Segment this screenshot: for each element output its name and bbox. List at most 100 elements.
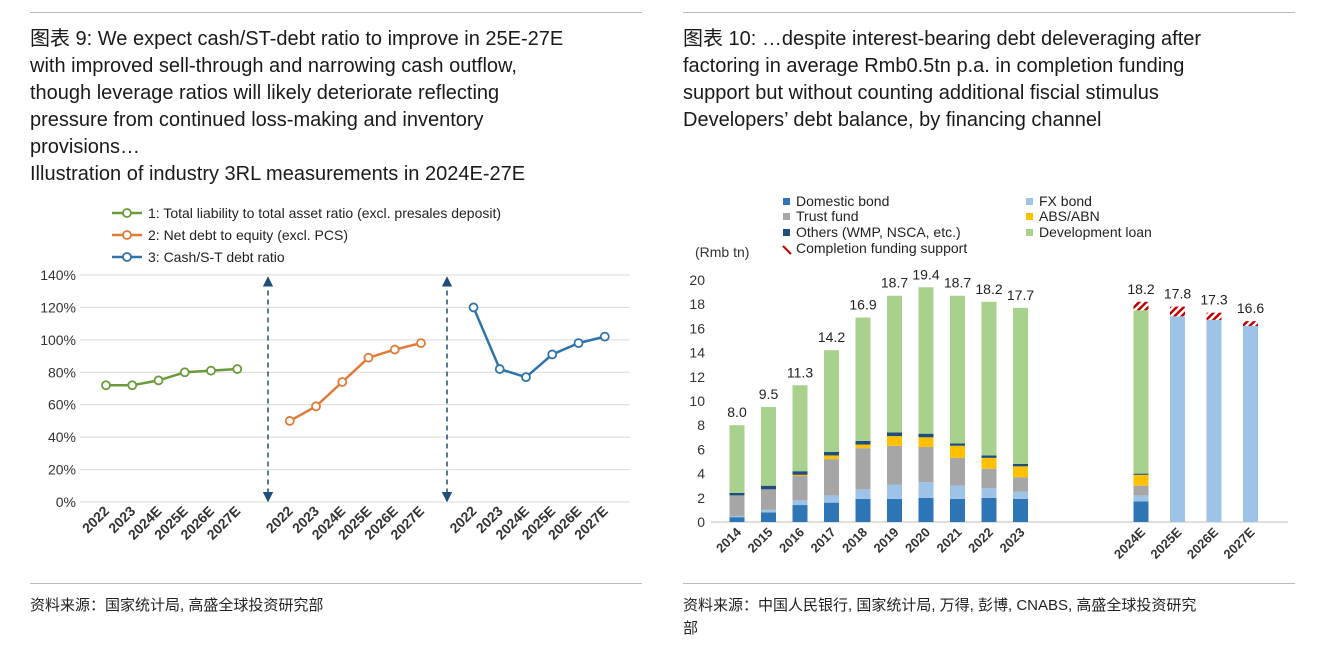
bar-segment bbox=[1243, 321, 1258, 326]
caption-line: factoring in average Rmb0.5tn p.a. in co… bbox=[683, 55, 1185, 77]
source-line: 资料来源：中国人民银行, 国家统计局, 万得, 彭博, CNABS, 高盛全球投… bbox=[683, 597, 1197, 614]
legend-label: Completion funding support bbox=[796, 240, 967, 256]
bar-segment bbox=[1013, 477, 1028, 492]
total-label: 8.0 bbox=[727, 404, 747, 420]
data-point bbox=[389, 344, 400, 355]
bar-segment bbox=[761, 489, 776, 510]
total-label: 18.2 bbox=[1127, 281, 1154, 297]
bar-segment bbox=[918, 437, 934, 447]
x-tick-label: 2017 bbox=[808, 525, 839, 556]
data-point bbox=[311, 401, 321, 412]
bar-segment bbox=[855, 317, 871, 441]
y-tick-label: 8 bbox=[697, 417, 705, 433]
bar-segment bbox=[824, 502, 839, 522]
total-label: 17.3 bbox=[1200, 292, 1227, 308]
total-label: 17.7 bbox=[1007, 287, 1034, 303]
bar-segment bbox=[1013, 463, 1028, 467]
x-tick-label: 2015 bbox=[745, 525, 776, 556]
y-tick-label: 140% bbox=[40, 267, 76, 283]
data-point bbox=[127, 380, 138, 391]
legend-label: 3: Cash/S-T debt ratio bbox=[148, 249, 285, 265]
bar-segment bbox=[792, 474, 808, 477]
bar-segment bbox=[792, 505, 808, 522]
series-line bbox=[289, 341, 422, 423]
total-label: 19.4 bbox=[912, 266, 939, 282]
legend-label: 1: Total liability to total asset ratio … bbox=[148, 205, 501, 221]
caption-line: support but without counting additional … bbox=[683, 82, 1159, 104]
bar-segment bbox=[792, 500, 808, 506]
total-label: 16.6 bbox=[1237, 300, 1264, 316]
bottom-rule bbox=[30, 583, 642, 584]
data-point bbox=[101, 380, 111, 391]
data-point bbox=[547, 349, 558, 360]
legend-swatch-marker bbox=[122, 208, 132, 218]
bar-segment bbox=[887, 295, 902, 433]
legend-swatch bbox=[1026, 229, 1033, 236]
legend-label: Others (WMP, NSCA, etc.) bbox=[796, 224, 961, 240]
series-line bbox=[472, 306, 606, 379]
x-tick-label: 2022 bbox=[79, 503, 112, 536]
total-label: 18.7 bbox=[881, 275, 908, 291]
caption-line: with improved sell-through and narrowing… bbox=[30, 55, 517, 77]
bar-segment bbox=[918, 433, 934, 438]
y-tick-label: 2 bbox=[697, 490, 705, 506]
x-tick-label: 2018 bbox=[839, 525, 870, 556]
stacked-bar-chart: 0 2 4 6 8 10 12 14 16 18 20 (Rmb tn) 8.0 2014 9.5 2015 1… bbox=[689, 193, 1288, 562]
bar-segment bbox=[1243, 325, 1258, 522]
bar-segment bbox=[1133, 301, 1149, 311]
total-label: 14.2 bbox=[818, 329, 845, 345]
bar-segment bbox=[729, 492, 745, 496]
bar-segment bbox=[729, 425, 745, 493]
bar-segment bbox=[887, 436, 902, 446]
bar-segment bbox=[981, 457, 997, 469]
series-line bbox=[106, 367, 238, 387]
legend-label: ABS/ABN bbox=[1039, 208, 1100, 224]
bar-segment bbox=[824, 495, 839, 503]
bar-segment bbox=[1133, 495, 1149, 502]
bar-segment bbox=[981, 301, 997, 456]
x-tick-label: 2022 bbox=[263, 503, 296, 536]
caption-line: 图表 9: We expect cash/ST-debt ratio to im… bbox=[30, 28, 564, 50]
left-caption: 图表 9: We expect cash/ST-debt ratio to im… bbox=[30, 26, 642, 188]
data-point bbox=[179, 367, 190, 378]
y-tick-label: 10 bbox=[689, 393, 705, 409]
bar-segment bbox=[950, 445, 965, 458]
bar-segment bbox=[887, 432, 902, 437]
total-label: 11.3 bbox=[787, 364, 813, 380]
x-tick-label: 2014 bbox=[713, 524, 745, 556]
bar-segment bbox=[792, 385, 808, 472]
top-rule bbox=[30, 12, 642, 13]
y-tick-label: 12 bbox=[689, 369, 705, 385]
x-tick-label: 2027E bbox=[1220, 524, 1257, 561]
bar-segment bbox=[918, 446, 934, 483]
y-tick-label: 60% bbox=[48, 397, 76, 413]
bar-segment bbox=[855, 444, 871, 449]
top-rule bbox=[683, 12, 1295, 13]
y-tick-label: 100% bbox=[40, 332, 76, 348]
legend-label: Domestic bond bbox=[796, 193, 889, 209]
data-point bbox=[521, 372, 531, 383]
y-tick-label: 20% bbox=[48, 462, 76, 478]
bar-segment bbox=[1170, 306, 1185, 317]
y-tick-label: 4 bbox=[697, 466, 705, 482]
bar-segment bbox=[981, 497, 997, 522]
bar-segment bbox=[729, 517, 745, 522]
bar-segment bbox=[887, 484, 902, 500]
legend-swatch-marker bbox=[122, 230, 132, 240]
legend-swatch-marker bbox=[122, 252, 132, 262]
bar-segment bbox=[855, 448, 871, 490]
line-chart: 0%20%40%60%80%100%120%140%202220232024E2… bbox=[40, 205, 630, 543]
legend-swatch bbox=[1026, 198, 1033, 205]
left-source: 资料来源：国家统计局, 高盛全球投资研究部 bbox=[30, 597, 324, 614]
y-tick-label: 6 bbox=[697, 441, 705, 457]
data-point bbox=[494, 364, 505, 374]
bar-segment bbox=[761, 512, 776, 522]
legend-label: FX bond bbox=[1039, 193, 1092, 209]
bar-segment bbox=[1170, 316, 1185, 522]
bar-segment bbox=[824, 459, 839, 496]
bar-segment bbox=[918, 497, 934, 522]
bar-segment bbox=[950, 443, 965, 446]
bar-segment bbox=[950, 457, 965, 486]
source-line: 部 bbox=[683, 620, 699, 637]
bar-segment bbox=[855, 499, 871, 522]
